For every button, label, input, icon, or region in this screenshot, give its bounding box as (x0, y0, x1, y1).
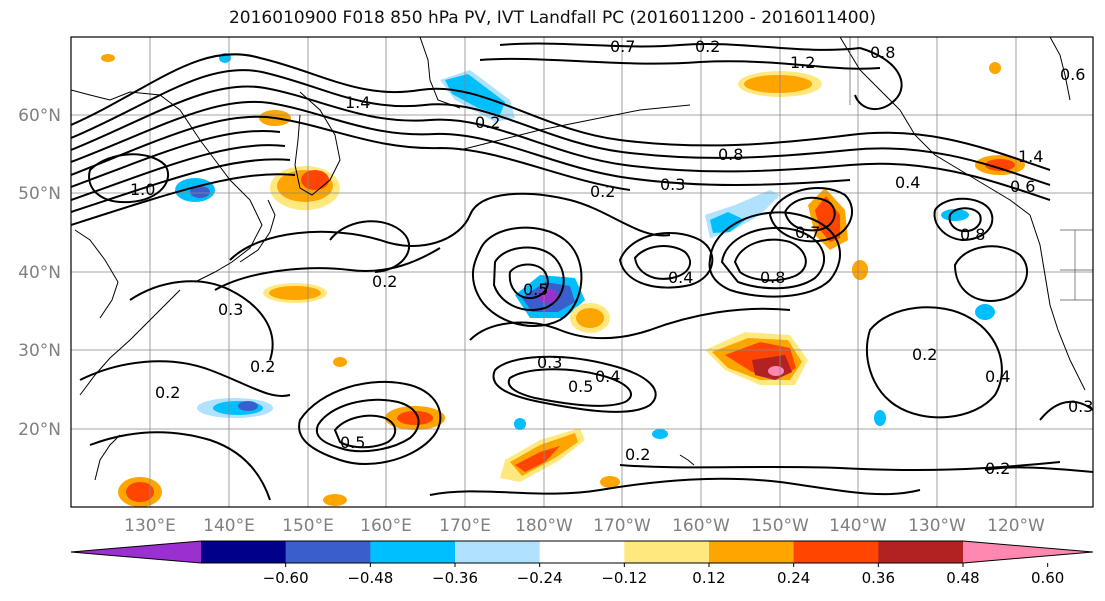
colorbar-segment (878, 541, 964, 563)
lon-label: 170°W (593, 516, 651, 536)
contour-label: 0.5 (523, 280, 548, 299)
contour-label: 0.2 (475, 113, 500, 132)
lon-label: 180°W (515, 516, 573, 536)
ivt-contours (71, 42, 1093, 501)
colorbar-tick-label: −0.12 (601, 569, 647, 587)
contour-label: 0.7 (795, 223, 820, 242)
colorbar-segment (709, 541, 795, 563)
contour-label: 1.0 (130, 180, 155, 199)
contour-label: 0.4 (668, 268, 693, 287)
graticule (71, 37, 1093, 507)
lon-label: 120°W (987, 516, 1045, 536)
colorbar-segment (201, 541, 287, 563)
colorbar-tick-label: −0.48 (347, 569, 393, 587)
contour-label: 1.4 (345, 93, 370, 112)
colorbar-segment (285, 541, 371, 563)
lon-label: 150°E (282, 516, 334, 536)
map-frame (70, 36, 1094, 508)
contour-label: 0.2 (985, 459, 1010, 478)
lat-label: 30°N (18, 341, 61, 361)
colorbar-tick-label: −0.60 (263, 569, 309, 587)
contour-label: 0.8 (718, 145, 743, 164)
contour-label-layer: 1.4 1.2 1.0 0.8 0.7 0.2 0.2 0.2 0.3 0.2 … (130, 37, 1093, 478)
contour-label: 0.3 (660, 175, 685, 194)
lat-label: 50°N (18, 184, 61, 204)
colorbar-segment (455, 541, 541, 563)
lon-label: 130°W (908, 516, 966, 536)
contour-label: 0.8 (960, 225, 985, 244)
contour-label: 0.2 (695, 37, 720, 56)
lon-label: 160°E (360, 516, 412, 536)
contour-label: 0.8 (760, 268, 785, 287)
lon-label: 140°E (203, 516, 255, 536)
colorbar-tick-label: 0.12 (692, 569, 725, 587)
contour-label: 0.8 (870, 43, 895, 62)
contour-label: 0.2 (912, 345, 937, 364)
colorbar-segment (793, 541, 879, 563)
lon-label: 130°E (124, 516, 176, 536)
contour-label: 0.4 (595, 367, 620, 386)
lat-label: 40°N (18, 263, 61, 283)
contour-label: 0.6 (1010, 177, 1035, 196)
colorbar-tick-label: −0.36 (432, 569, 478, 587)
colorbar-extend-high (963, 541, 1093, 563)
contour-label: 0.2 (625, 445, 650, 464)
colorbar-extend-low (71, 541, 201, 563)
contour-label: 1.4 (1018, 147, 1043, 166)
map-title: 2016010900 F018 850 hPa PV, IVT Landfall… (228, 8, 876, 28)
colorbar-tick-label: 0.60 (1031, 569, 1064, 587)
contour-label: 0.2 (590, 182, 615, 201)
lat-label: 60°N (18, 106, 61, 126)
colorbar-tick-label: 0.36 (862, 569, 895, 587)
contour-label: 0.4 (985, 367, 1010, 386)
latitude-labels: 60°N 50°N 40°N 30°N 20°N (18, 106, 61, 440)
contour-label: 0.5 (568, 377, 593, 396)
contour-label: 0.7 (610, 37, 635, 56)
contour-label: 0.3 (1068, 397, 1093, 416)
lon-label: 170°E (439, 516, 491, 536)
colorbar-tick-label: 0.48 (946, 569, 979, 587)
colorbar-outline (70, 540, 1094, 564)
lat-label: 20°N (18, 420, 61, 440)
colorbar-tick-label: −0.24 (517, 569, 563, 587)
longitude-labels: 130°E 140°E 150°E 160°E 170°E 180°W 170°… (124, 516, 1045, 536)
contour-label: 0.3 (537, 353, 562, 372)
contour-label: 0.4 (895, 173, 920, 192)
contour-label: 0.5 (340, 433, 365, 452)
colorbar-segment (624, 541, 710, 563)
lon-label: 160°W (672, 516, 730, 536)
contour-label: 1.2 (790, 53, 815, 72)
lon-label: 150°W (751, 516, 809, 536)
colorbar: −0.60 −0.48 −0.36 −0.24 −0.12 0.12 0.24 0.36 0.4… (70, 540, 1094, 587)
contour-label: 0.2 (372, 272, 397, 291)
coastlines (71, 37, 1093, 481)
colorbar-tick-label: 0.24 (777, 569, 810, 587)
colorbar-segment (539, 541, 625, 563)
colorbar-segment (370, 541, 456, 563)
contour-label: 0.2 (250, 357, 275, 376)
lon-label: 140°W (829, 516, 887, 536)
contour-label: 0.2 (155, 383, 180, 402)
contour-label: 0.6 (1060, 65, 1085, 84)
contour-label: 0.3 (218, 300, 243, 319)
